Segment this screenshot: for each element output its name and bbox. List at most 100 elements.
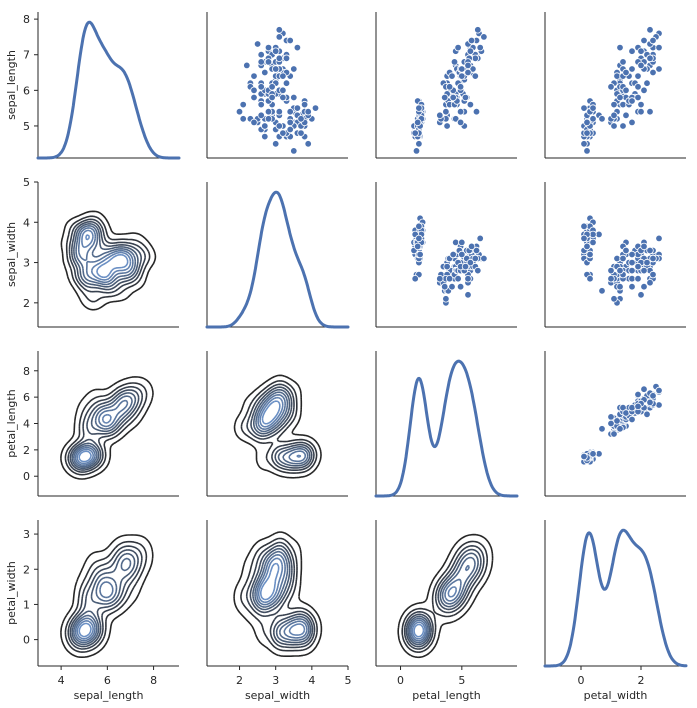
contour-level-6 bbox=[255, 391, 309, 465]
y-tick-label: 4 bbox=[23, 216, 30, 229]
scatter-point bbox=[436, 111, 444, 119]
contour-level-1 bbox=[233, 531, 323, 657]
scatter-point bbox=[583, 147, 591, 155]
contour-level-3 bbox=[67, 386, 143, 473]
scatter-point bbox=[286, 118, 294, 127]
scatter-point bbox=[580, 104, 588, 112]
scatter-point bbox=[448, 72, 456, 80]
scatter-point bbox=[250, 93, 258, 102]
scatter-point bbox=[415, 222, 423, 230]
scatter-point bbox=[580, 452, 588, 461]
scatter-point bbox=[290, 65, 298, 73]
scatter-point bbox=[480, 254, 488, 263]
scatter-point bbox=[290, 147, 298, 155]
scatter-point bbox=[607, 419, 615, 428]
scatter-point bbox=[580, 222, 588, 230]
scatter-point bbox=[643, 410, 651, 418]
scatter-point bbox=[250, 72, 258, 80]
scatter-point bbox=[261, 122, 269, 130]
y-tick-label: 0 bbox=[23, 634, 30, 647]
scatter-point bbox=[441, 93, 449, 102]
contour-level-3 bbox=[245, 541, 316, 649]
scatter-point bbox=[235, 107, 244, 116]
contour-level-9 bbox=[85, 234, 129, 279]
scatter-point bbox=[300, 100, 309, 109]
scatter-point bbox=[461, 93, 470, 102]
scatter-point bbox=[628, 404, 636, 412]
scatter-point bbox=[257, 100, 265, 109]
contour-level-9 bbox=[261, 400, 281, 425]
scatter-point bbox=[471, 54, 479, 62]
contour-level-6 bbox=[73, 395, 133, 468]
y-tick-label: 3 bbox=[23, 528, 30, 541]
scatter-point bbox=[272, 140, 280, 148]
contour-level-8 bbox=[76, 413, 112, 465]
contour-level-1 bbox=[233, 374, 322, 479]
scatter-point bbox=[607, 413, 615, 421]
panel-sepal_width-vs-sepal_length: 2 3 4 5 sepal_width bbox=[5, 176, 179, 328]
scatter-point bbox=[589, 115, 597, 123]
x-tick-label: 8 bbox=[150, 674, 157, 687]
contour-level-8 bbox=[259, 396, 302, 458]
scatter-point bbox=[480, 33, 488, 41]
scatter-point bbox=[464, 68, 472, 77]
scatter-point bbox=[637, 291, 645, 299]
scatter-point bbox=[264, 115, 273, 123]
scatter-point bbox=[257, 111, 265, 119]
scatter-point bbox=[649, 392, 657, 400]
scatter-point bbox=[610, 122, 618, 130]
contour-level-7 bbox=[410, 564, 470, 642]
contour-level-4 bbox=[69, 389, 140, 471]
scatter-point bbox=[250, 86, 258, 94]
scatter-point bbox=[628, 266, 636, 275]
x-tick-label: 0 bbox=[397, 674, 404, 687]
scatter-point bbox=[464, 275, 472, 283]
scatter-point bbox=[646, 398, 654, 407]
scatter-point bbox=[472, 246, 481, 255]
panel-petal_width-vs-sepal_length: 0 1 2 3 petal_width 4 6 8 sepal_length bbox=[5, 520, 179, 702]
contour-level-2 bbox=[65, 215, 151, 303]
scatter-point bbox=[442, 107, 450, 116]
scatter-point bbox=[449, 93, 457, 102]
x-tick-label: 5 bbox=[345, 674, 352, 687]
scatter-point bbox=[646, 107, 654, 116]
scatter-point bbox=[628, 250, 636, 259]
scatter-point bbox=[304, 140, 312, 148]
panel-petal_length-vs-sepal_length: 0 2 4 6 8 petal_length bbox=[5, 351, 179, 497]
x-tick-label: 6 bbox=[104, 674, 111, 687]
scatter-point bbox=[616, 93, 624, 102]
scatter-point bbox=[257, 51, 265, 59]
scatter-point bbox=[649, 270, 657, 279]
scatter-point bbox=[253, 40, 262, 48]
scatter-point bbox=[456, 283, 465, 291]
scatter-point bbox=[471, 254, 479, 263]
contour-level-9 bbox=[78, 450, 92, 463]
scatter-point bbox=[456, 118, 465, 127]
x-axis-label-petal_width: petal_width bbox=[584, 689, 648, 702]
scatter-point bbox=[619, 254, 627, 263]
scatter-point bbox=[634, 402, 642, 411]
scatter-point bbox=[655, 65, 663, 73]
y-tick-label: 2 bbox=[23, 444, 30, 457]
scatter-point bbox=[268, 83, 276, 91]
scatter-point bbox=[634, 83, 642, 91]
scatter-point bbox=[261, 132, 269, 141]
scatter-point bbox=[640, 242, 648, 251]
scatter-point bbox=[589, 104, 597, 112]
x-axis-label-sepal_length: sepal_length bbox=[74, 689, 144, 702]
scatter-point bbox=[448, 283, 456, 291]
contour-level-4 bbox=[405, 548, 482, 648]
scatter-point bbox=[583, 242, 591, 251]
panel-sepal_length-vs-sepal_width bbox=[206, 12, 348, 159]
scatter-point bbox=[297, 129, 305, 137]
scatter-point bbox=[272, 65, 280, 73]
y-tick-label: 8 bbox=[23, 13, 30, 26]
y-tick-label: 3 bbox=[23, 257, 30, 270]
scatter-point bbox=[436, 275, 444, 283]
scatter-point bbox=[580, 140, 588, 148]
scatter-point bbox=[649, 68, 657, 77]
y-axis-label-sepal_length: sepal_length bbox=[5, 50, 18, 120]
scatter-point bbox=[474, 266, 482, 275]
scatter-point bbox=[634, 72, 642, 80]
scatter-point bbox=[646, 54, 654, 62]
